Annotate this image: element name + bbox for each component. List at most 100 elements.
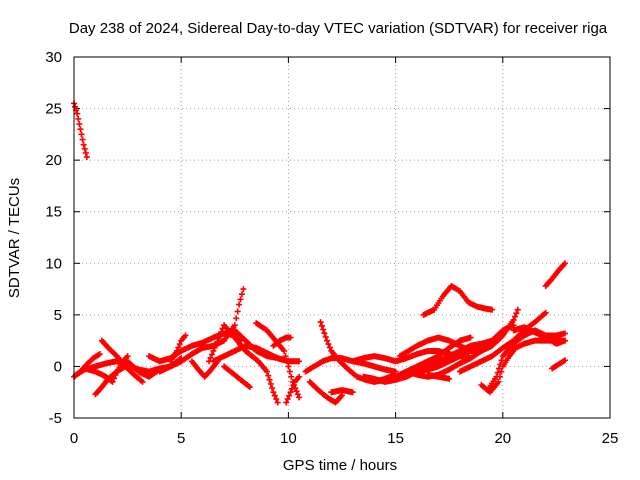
x-tick-label: 25: [602, 430, 619, 447]
data-point: [72, 103, 79, 110]
series-s30: [424, 371, 453, 382]
data-point: [215, 335, 222, 342]
data-point: [498, 368, 505, 375]
data-point: [207, 354, 214, 361]
series-s35: [542, 260, 568, 289]
data-point: [493, 373, 500, 380]
data-point: [286, 368, 293, 375]
data-point: [286, 392, 293, 399]
data-point: [495, 378, 502, 385]
data-point: [82, 149, 89, 156]
data-point: [561, 357, 568, 364]
data-point: [296, 358, 303, 365]
data-point: [240, 286, 247, 293]
x-axis-label: GPS time / hours: [283, 457, 397, 474]
data-point: [498, 357, 505, 364]
data-point: [284, 396, 291, 403]
data-point: [210, 347, 217, 354]
data-point: [510, 317, 517, 324]
data-point: [273, 396, 280, 403]
data-point: [246, 384, 253, 391]
data-point: [323, 337, 330, 344]
data-point: [269, 385, 276, 392]
data-point: [293, 388, 300, 395]
data-point: [237, 296, 244, 303]
data-point: [318, 322, 325, 329]
data-point: [296, 394, 303, 401]
series-s14: [221, 363, 253, 391]
x-tick-label: 0: [70, 430, 78, 447]
data-point: [78, 131, 85, 138]
data-point: [281, 347, 288, 354]
data-point: [75, 115, 82, 122]
series-s36: [549, 357, 568, 372]
data-point: [74, 110, 81, 117]
data-point: [494, 369, 501, 376]
series-s20: [306, 378, 345, 406]
series-s22: [328, 387, 356, 396]
data-point: [294, 391, 301, 398]
data-point: [317, 319, 324, 326]
data-point: [321, 330, 328, 337]
data-point: [322, 333, 329, 340]
data-point: [233, 315, 240, 322]
data-point: [467, 334, 474, 341]
data-point: [263, 368, 270, 375]
x-tick-label: 15: [387, 430, 404, 447]
data-point: [214, 338, 221, 345]
data-point: [139, 378, 146, 385]
data-point: [238, 291, 245, 298]
data-point: [266, 376, 273, 383]
data-point: [542, 309, 549, 316]
data-point: [489, 306, 496, 313]
y-tick-label: 30: [45, 49, 62, 66]
data-point: [234, 308, 241, 315]
y-tick-label: 20: [45, 152, 62, 169]
y-tick-label: 5: [54, 307, 62, 324]
y-tick-label: -5: [49, 410, 62, 427]
data-point: [282, 353, 289, 360]
data-point: [212, 341, 219, 348]
data-point: [510, 322, 517, 329]
data-point: [77, 126, 84, 133]
series-s26: [396, 306, 521, 360]
data-point: [561, 260, 568, 267]
y-axis-label: SDTVAR / TECUs: [6, 178, 23, 298]
data-point: [339, 392, 345, 399]
data-point: [274, 399, 281, 406]
series-s17: [270, 334, 294, 349]
series-s34: [510, 324, 568, 347]
y-tick-label: 10: [45, 255, 62, 272]
data-point: [236, 301, 243, 308]
data-point: [218, 329, 225, 336]
data-point: [76, 121, 83, 128]
data-point: [81, 145, 88, 152]
data-point: [270, 389, 277, 396]
data-point: [80, 141, 87, 148]
data-point: [514, 306, 521, 313]
data-point: [513, 310, 520, 317]
data-point: [175, 344, 182, 351]
data-point: [96, 351, 103, 358]
data-point: [325, 341, 332, 348]
data-point: [265, 372, 272, 379]
data-point: [561, 330, 568, 337]
data-point: [176, 341, 183, 348]
data-point: [109, 378, 116, 385]
data-point: [320, 326, 327, 333]
y-tick-label: 0: [54, 358, 62, 375]
data-point: [271, 392, 278, 399]
data-point: [326, 344, 333, 351]
data-point: [231, 322, 238, 329]
data-point: [283, 358, 290, 365]
data-point: [216, 332, 223, 339]
data-point: [290, 382, 297, 389]
y-tick-label: 15: [45, 204, 62, 221]
data-point: [124, 353, 131, 360]
data-point: [211, 344, 218, 351]
data-point: [287, 389, 294, 396]
series-s33: [484, 327, 568, 394]
data-points: [71, 100, 568, 406]
data-point: [79, 136, 86, 143]
